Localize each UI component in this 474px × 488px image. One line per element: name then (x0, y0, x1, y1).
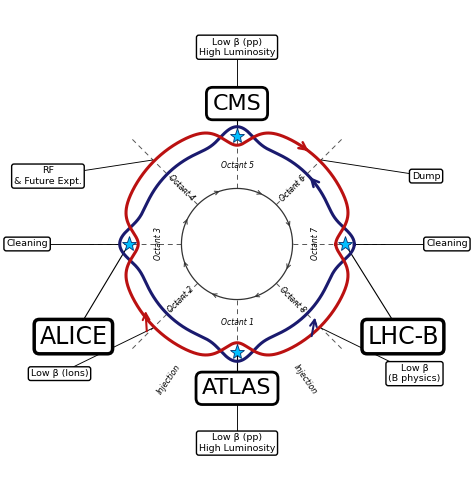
Text: Low β
(B physics): Low β (B physics) (388, 364, 441, 384)
Text: Injection: Injection (155, 363, 182, 396)
Text: Octant 7: Octant 7 (311, 227, 320, 261)
Text: Low β (pp)
High Luminosity: Low β (pp) High Luminosity (199, 433, 275, 453)
Text: Cleaning: Cleaning (426, 240, 468, 248)
Text: Octant 5: Octant 5 (220, 161, 254, 170)
Text: Low β (Ions): Low β (Ions) (31, 369, 88, 378)
Text: Octant 8: Octant 8 (278, 285, 308, 314)
Text: Dump: Dump (412, 172, 440, 181)
Text: Octant 4: Octant 4 (166, 174, 196, 203)
Text: Octant 6: Octant 6 (278, 174, 308, 203)
Text: Injection: Injection (292, 363, 319, 396)
Text: Low β (pp)
High Luminosity: Low β (pp) High Luminosity (199, 38, 275, 57)
Text: Octant 1: Octant 1 (220, 318, 254, 327)
Text: Octant 2: Octant 2 (166, 285, 196, 314)
Text: Octant 3: Octant 3 (154, 227, 163, 261)
Text: ATLAS: ATLAS (202, 378, 272, 398)
Text: LHC-B: LHC-B (367, 325, 438, 348)
Text: Cleaning: Cleaning (6, 240, 48, 248)
Text: RF
& Future Expt.: RF & Future Expt. (14, 166, 82, 186)
Text: CMS: CMS (213, 94, 261, 114)
Text: ALICE: ALICE (39, 325, 108, 348)
